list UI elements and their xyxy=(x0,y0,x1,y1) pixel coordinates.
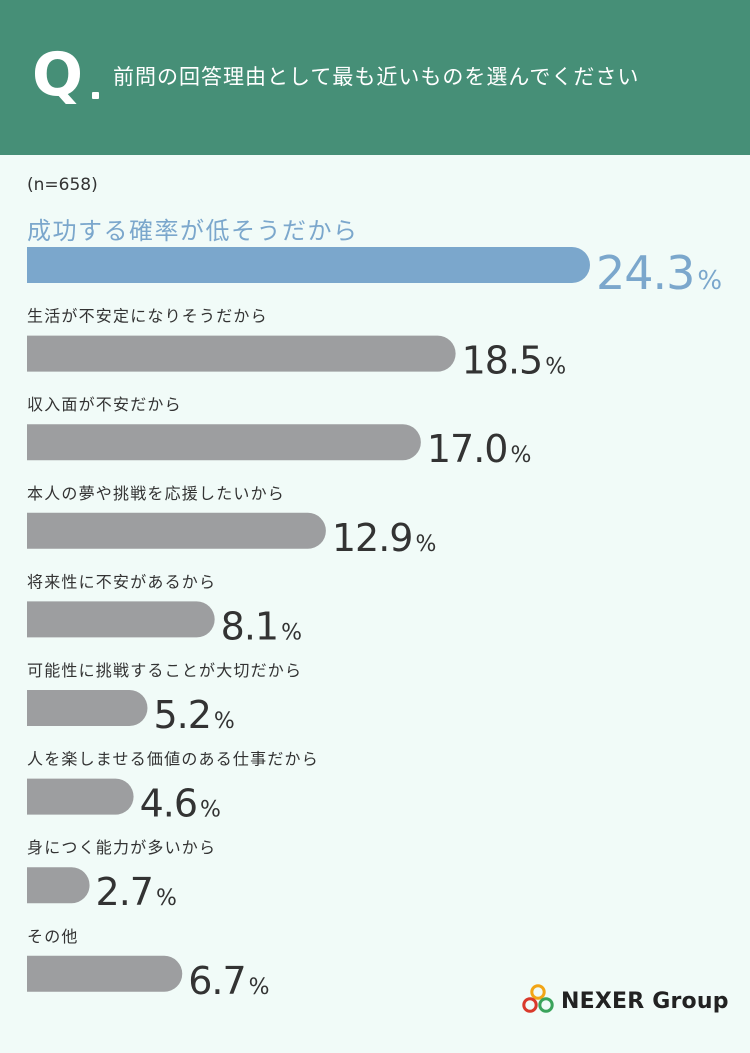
category-label: 生活が不安定になりそうだから xyxy=(27,307,268,326)
bar xyxy=(27,335,456,372)
category-label: 将来性に不安があるから xyxy=(27,572,216,591)
bar xyxy=(27,955,183,992)
bar xyxy=(27,247,590,283)
value-label: 4.6% xyxy=(140,782,221,826)
header-banner: Q 前問の回答理由として最も近いものを選んでください xyxy=(0,0,750,155)
sample-size: (n=658) xyxy=(27,175,98,195)
value-label: 5.2% xyxy=(153,693,234,737)
nexer-rings-logo-icon xyxy=(522,984,554,1013)
q-letter: Q xyxy=(32,40,84,110)
bar-chart: 成功する確率が低そうだから 24.3 % 生活が不安定になりそうだから 18.5 % 収入面… xyxy=(27,217,722,1000)
category-label: 収入面が不安だから xyxy=(27,395,182,414)
bar xyxy=(27,690,148,726)
bar xyxy=(27,867,90,904)
value-label: 6.7% xyxy=(188,959,269,1000)
value-label: 17.0% xyxy=(427,427,532,471)
value-label: 8.1% xyxy=(221,604,302,648)
value-label: 12.9% xyxy=(332,516,437,560)
category-label: 身につく能力が多いから xyxy=(27,838,216,857)
category-label: 成功する確率が低そうだから xyxy=(27,217,359,245)
bar xyxy=(27,424,421,461)
bar xyxy=(27,512,326,549)
category-label: 本人の夢や挑戦を応援したいから xyxy=(27,484,285,503)
value-label: 2.7% xyxy=(96,870,177,914)
bar xyxy=(27,601,215,638)
category-label: 人を楽しませる価値のある仕事だから xyxy=(27,750,319,769)
value-label: 24.3% xyxy=(596,246,722,300)
bar xyxy=(27,778,134,815)
nexer-logo: NEXER Group xyxy=(521,983,729,1019)
logo-text: NEXER Group xyxy=(561,988,729,1014)
category-label: 可能性に挑戦することが大切だから xyxy=(27,661,302,680)
question-text: 前問の回答理由として最も近いものを選んでください xyxy=(113,65,640,89)
q-dot xyxy=(92,92,99,99)
value-label: 18.5% xyxy=(462,339,567,383)
category-label: その他 xyxy=(27,927,79,946)
